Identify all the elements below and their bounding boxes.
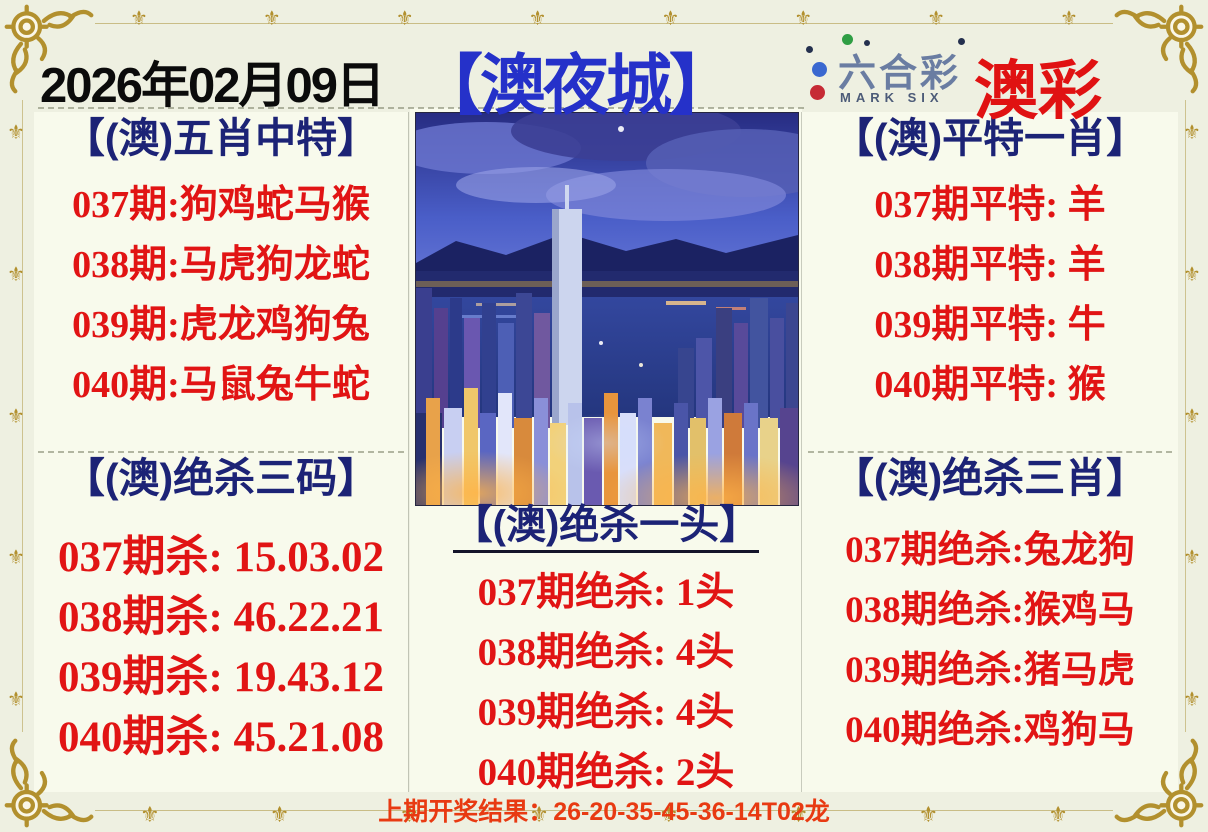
prediction-row: 038期杀: 46.22.21 — [57, 593, 385, 641]
logo-dot-icon — [812, 62, 827, 77]
prediction-row: 040期杀: 45.21.08 — [57, 713, 385, 761]
fleur-ornament-icon: ⚜ — [140, 802, 160, 827]
harbour-night-photo — [415, 112, 799, 506]
prediction-row: 037期杀: 15.03.02 — [57, 533, 385, 581]
fleur-ornament-icon: ⚜ — [1183, 547, 1201, 570]
prediction-row: 039期平特: 牛 — [874, 303, 1106, 346]
fleur-ornament-icon: ⚜ — [918, 802, 939, 827]
logo-english-text: MARK SIX — [840, 90, 944, 105]
fleur-ornament-icon: ⚜ — [529, 802, 549, 827]
fleur-ornament-icon: ⚜ — [7, 122, 25, 144]
frame-corner-ornament-icon — [2, 2, 97, 97]
header-dashed-divider — [38, 107, 804, 109]
prediction-row: 037期绝杀: 1头 — [477, 570, 735, 614]
logo-chinese-text: 六合彩 — [838, 53, 962, 95]
panel-title: 【(澳)平特一肖】 — [832, 115, 1148, 161]
prediction-row: 039期杀: 19.43.12 — [57, 653, 385, 701]
logo-dot-icon — [864, 40, 870, 46]
logo-dot-icon — [810, 85, 825, 100]
fleur-ornament-icon: ⚜ — [659, 802, 679, 827]
fleur-ornament-icon: ⚜ — [927, 8, 946, 30]
prediction-row: 039期绝杀: 4头 — [477, 690, 735, 734]
fleur-ornament-icon: ⚜ — [528, 8, 547, 30]
fleur-ornament-icon: ⚜ — [1060, 8, 1078, 30]
prediction-row: 037期平特: 羊 — [874, 183, 1106, 226]
frame-motifs-bottom: ⚜ ⚜ ⚜ ⚜ ⚜ ⚜ ⚜ ⚜ — [140, 802, 1068, 828]
fleur-ornament-icon: ⚜ — [1183, 263, 1201, 286]
page-title: 【澳夜城】 — [417, 48, 735, 122]
frame-motifs-left: ⚜ ⚜ ⚜ ⚜ ⚜ — [4, 120, 28, 712]
fleur-ornament-icon: ⚜ — [262, 8, 281, 30]
frame-motifs-right: ⚜ ⚜ ⚜ ⚜ ⚜ — [1180, 120, 1204, 712]
fleur-ornament-icon: ⚜ — [7, 689, 25, 711]
panel-ping-te-yi-xiao: 【(澳)平特一肖】 037期平特: 羊 038期平特: 羊 039期平特: 牛 … — [804, 115, 1176, 426]
panel-jue-sha-san-ma: 【(澳)绝杀三码】 037期杀: 15.03.02 038期杀: 46.22.2… — [36, 455, 406, 776]
prediction-row: 040期绝杀: 2头 — [477, 750, 735, 794]
fleur-ornament-icon: ⚜ — [7, 405, 25, 428]
fleur-ornament-icon: ⚜ — [794, 8, 813, 30]
panel-title: 【(澳)五肖中特】 — [63, 115, 379, 161]
fleur-ornament-icon: ⚜ — [7, 263, 25, 286]
panel-title: 【(澳)绝杀三码】 — [63, 455, 379, 501]
issue-date: 2026年02月09日 — [40, 59, 385, 113]
column-separator — [801, 112, 802, 792]
fleur-ornament-icon: ⚜ — [269, 802, 290, 827]
result-label: 上期开奖结果： — [378, 798, 554, 826]
frame-corner-ornament-icon — [1111, 2, 1206, 97]
prediction-row: 039期绝杀:猪马虎 — [845, 649, 1135, 691]
result-numbers: 26-20-35-45-36-14T02龙 — [553, 798, 830, 826]
prediction-row: 038期平特: 羊 — [874, 243, 1106, 286]
logo-dot-icon — [806, 46, 813, 53]
column-separator — [408, 112, 409, 792]
fleur-ornament-icon: ⚜ — [395, 8, 414, 30]
prediction-row: 040期:马鼠兔牛蛇 — [72, 363, 370, 406]
prediction-row: 040期绝杀:鸡狗马 — [845, 709, 1135, 751]
frame-line-left — [22, 100, 23, 732]
fleur-ornament-icon: ⚜ — [788, 802, 809, 827]
fleur-ornament-icon: ⚜ — [1183, 689, 1201, 711]
last-draw-result: 上期开奖结果：26-20-35-45-36-14T02龙 — [0, 792, 1208, 828]
right-dashed-divider — [808, 451, 1172, 453]
left-dashed-divider — [38, 451, 404, 453]
frame-line-right — [1185, 100, 1186, 732]
panel-jue-sha-san-xiao: 【(澳)绝杀三肖】 037期绝杀:兔龙狗 038期绝杀:猴鸡马 039期绝杀:猪… — [804, 455, 1176, 772]
fleur-ornament-icon: ⚜ — [661, 8, 680, 30]
fleur-ornament-icon: ⚜ — [1183, 405, 1201, 428]
panel-title: 【(澳)绝杀一头】 — [452, 503, 760, 553]
logo-dot-icon — [958, 38, 965, 45]
prediction-row: 037期绝杀:兔龙狗 — [845, 529, 1135, 571]
brand-name: 澳彩 — [974, 56, 1102, 127]
fleur-ornament-icon: ⚜ — [1183, 122, 1201, 144]
prediction-row: 040期平特: 猴 — [874, 363, 1106, 406]
prediction-row: 038期绝杀: 4头 — [477, 630, 735, 674]
prediction-row: 038期绝杀:猴鸡马 — [845, 589, 1135, 631]
prediction-row: 037期:狗鸡蛇马猴 — [72, 183, 370, 226]
fleur-ornament-icon: ⚜ — [399, 802, 420, 827]
frame-line-top — [95, 23, 1113, 24]
fleur-ornament-icon: ⚜ — [1048, 802, 1068, 827]
panel-title: 【(澳)绝杀三肖】 — [832, 455, 1148, 501]
frame-motifs-top: ⚜ ⚜ ⚜ ⚜ ⚜ ⚜ ⚜ ⚜ — [130, 6, 1078, 31]
logo-dot-icon — [842, 34, 853, 45]
panel-jue-sha-yi-tou: 【(澳)绝杀一头】 037期绝杀: 1头 038期绝杀: 4头 039期绝杀: … — [412, 503, 800, 813]
mark-six-logo: 六合彩 MARK SIX — [806, 34, 974, 112]
prediction-row: 039期:虎龙鸡狗兔 — [72, 303, 370, 346]
fleur-ornament-icon: ⚜ — [7, 547, 25, 570]
prediction-row: 038期:马虎狗龙蛇 — [72, 243, 370, 286]
fleur-ornament-icon: ⚜ — [130, 8, 148, 30]
frame-line-bottom — [95, 810, 1113, 811]
panel-five-xiao-zhong-te: 【(澳)五肖中特】 037期:狗鸡蛇马猴 038期:马虎狗龙蛇 039期:虎龙鸡… — [36, 115, 406, 426]
